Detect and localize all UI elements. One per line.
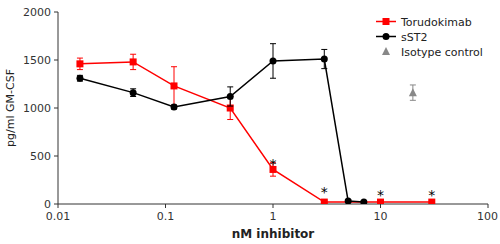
data-point bbox=[345, 198, 352, 204]
x-tick-label: 100 bbox=[477, 210, 498, 223]
data-point bbox=[227, 93, 234, 100]
error-bar-cap bbox=[270, 176, 276, 177]
error-bar-cap bbox=[130, 69, 136, 70]
x-tick bbox=[165, 204, 166, 208]
y-tick bbox=[54, 12, 58, 13]
y-tick-label: 500 bbox=[30, 150, 51, 163]
chart: 05001000150020000.010.1110100nM inhibito… bbox=[0, 0, 500, 244]
annotation: * bbox=[270, 156, 277, 172]
series bbox=[76, 44, 367, 204]
error-bar bbox=[227, 87, 233, 106]
legend-label: Torudokimab bbox=[400, 16, 472, 29]
data-point bbox=[130, 89, 137, 96]
series-line bbox=[80, 59, 364, 202]
x-tick bbox=[380, 204, 381, 208]
error-bar bbox=[130, 89, 136, 97]
error-bar bbox=[321, 49, 327, 68]
error-bar-cap bbox=[227, 106, 233, 107]
error-bar bbox=[410, 85, 416, 100]
error-bar-cap bbox=[77, 58, 83, 59]
annotation: * bbox=[321, 184, 328, 200]
error-bar-cap bbox=[227, 86, 233, 87]
plot-area bbox=[76, 44, 435, 204]
axes: 05001000150020000.010.1110100 bbox=[23, 6, 498, 223]
error-bar-cap bbox=[410, 84, 416, 85]
error-bar bbox=[171, 67, 177, 105]
error-bar bbox=[270, 44, 276, 79]
y-tick-label: 1500 bbox=[23, 54, 51, 67]
error-bar-cap bbox=[171, 66, 177, 67]
data-point bbox=[360, 199, 367, 204]
series-line bbox=[80, 62, 432, 202]
error-bar-cap bbox=[227, 119, 233, 120]
x-tick-label: 0.01 bbox=[46, 210, 71, 223]
legend-marker bbox=[382, 47, 390, 55]
error-bar-cap bbox=[321, 49, 327, 50]
data-point bbox=[409, 88, 417, 96]
data-point bbox=[76, 75, 83, 82]
legend-label: sST2 bbox=[401, 31, 427, 44]
legend-marker bbox=[383, 33, 390, 40]
error-bar bbox=[77, 58, 83, 70]
y-tick bbox=[54, 108, 58, 109]
data-point bbox=[130, 58, 137, 65]
error-bar-cap bbox=[77, 69, 83, 70]
x-axis-label: nM inhibitor bbox=[232, 227, 315, 241]
data-point bbox=[76, 60, 83, 67]
error-bar bbox=[130, 54, 136, 69]
series bbox=[76, 54, 435, 204]
error-bar-cap bbox=[410, 100, 416, 101]
legend-label: Isotype control bbox=[401, 46, 483, 59]
data-point bbox=[270, 57, 277, 64]
y-tick bbox=[54, 156, 58, 157]
y-tick-label: 1000 bbox=[23, 102, 51, 115]
y-tick-label: 2000 bbox=[23, 6, 51, 19]
x-tick bbox=[488, 204, 489, 208]
legend-marker bbox=[383, 18, 390, 25]
data-point bbox=[321, 56, 328, 63]
x-tick bbox=[58, 204, 59, 208]
x-tick-label: 0.1 bbox=[157, 210, 175, 223]
data-point bbox=[171, 104, 178, 111]
series bbox=[409, 85, 417, 100]
error-bar-cap bbox=[321, 68, 327, 69]
x-tick-label: 1 bbox=[270, 210, 277, 223]
annotation: * bbox=[377, 187, 384, 203]
data-point bbox=[171, 82, 178, 89]
annotation: * bbox=[428, 187, 435, 203]
error-bar-cap bbox=[270, 43, 276, 44]
y-tick bbox=[54, 60, 58, 61]
x-tick-label: 10 bbox=[374, 210, 388, 223]
y-tick bbox=[54, 204, 58, 205]
x-tick bbox=[273, 204, 274, 208]
y-axis-label: pg/ml GM-CSF bbox=[4, 69, 17, 147]
legend: Torudokimab sST2 Isotype control bbox=[376, 16, 483, 59]
error-bar-cap bbox=[130, 54, 136, 55]
error-bar-cap bbox=[270, 78, 276, 79]
error-bar bbox=[77, 75, 83, 81]
